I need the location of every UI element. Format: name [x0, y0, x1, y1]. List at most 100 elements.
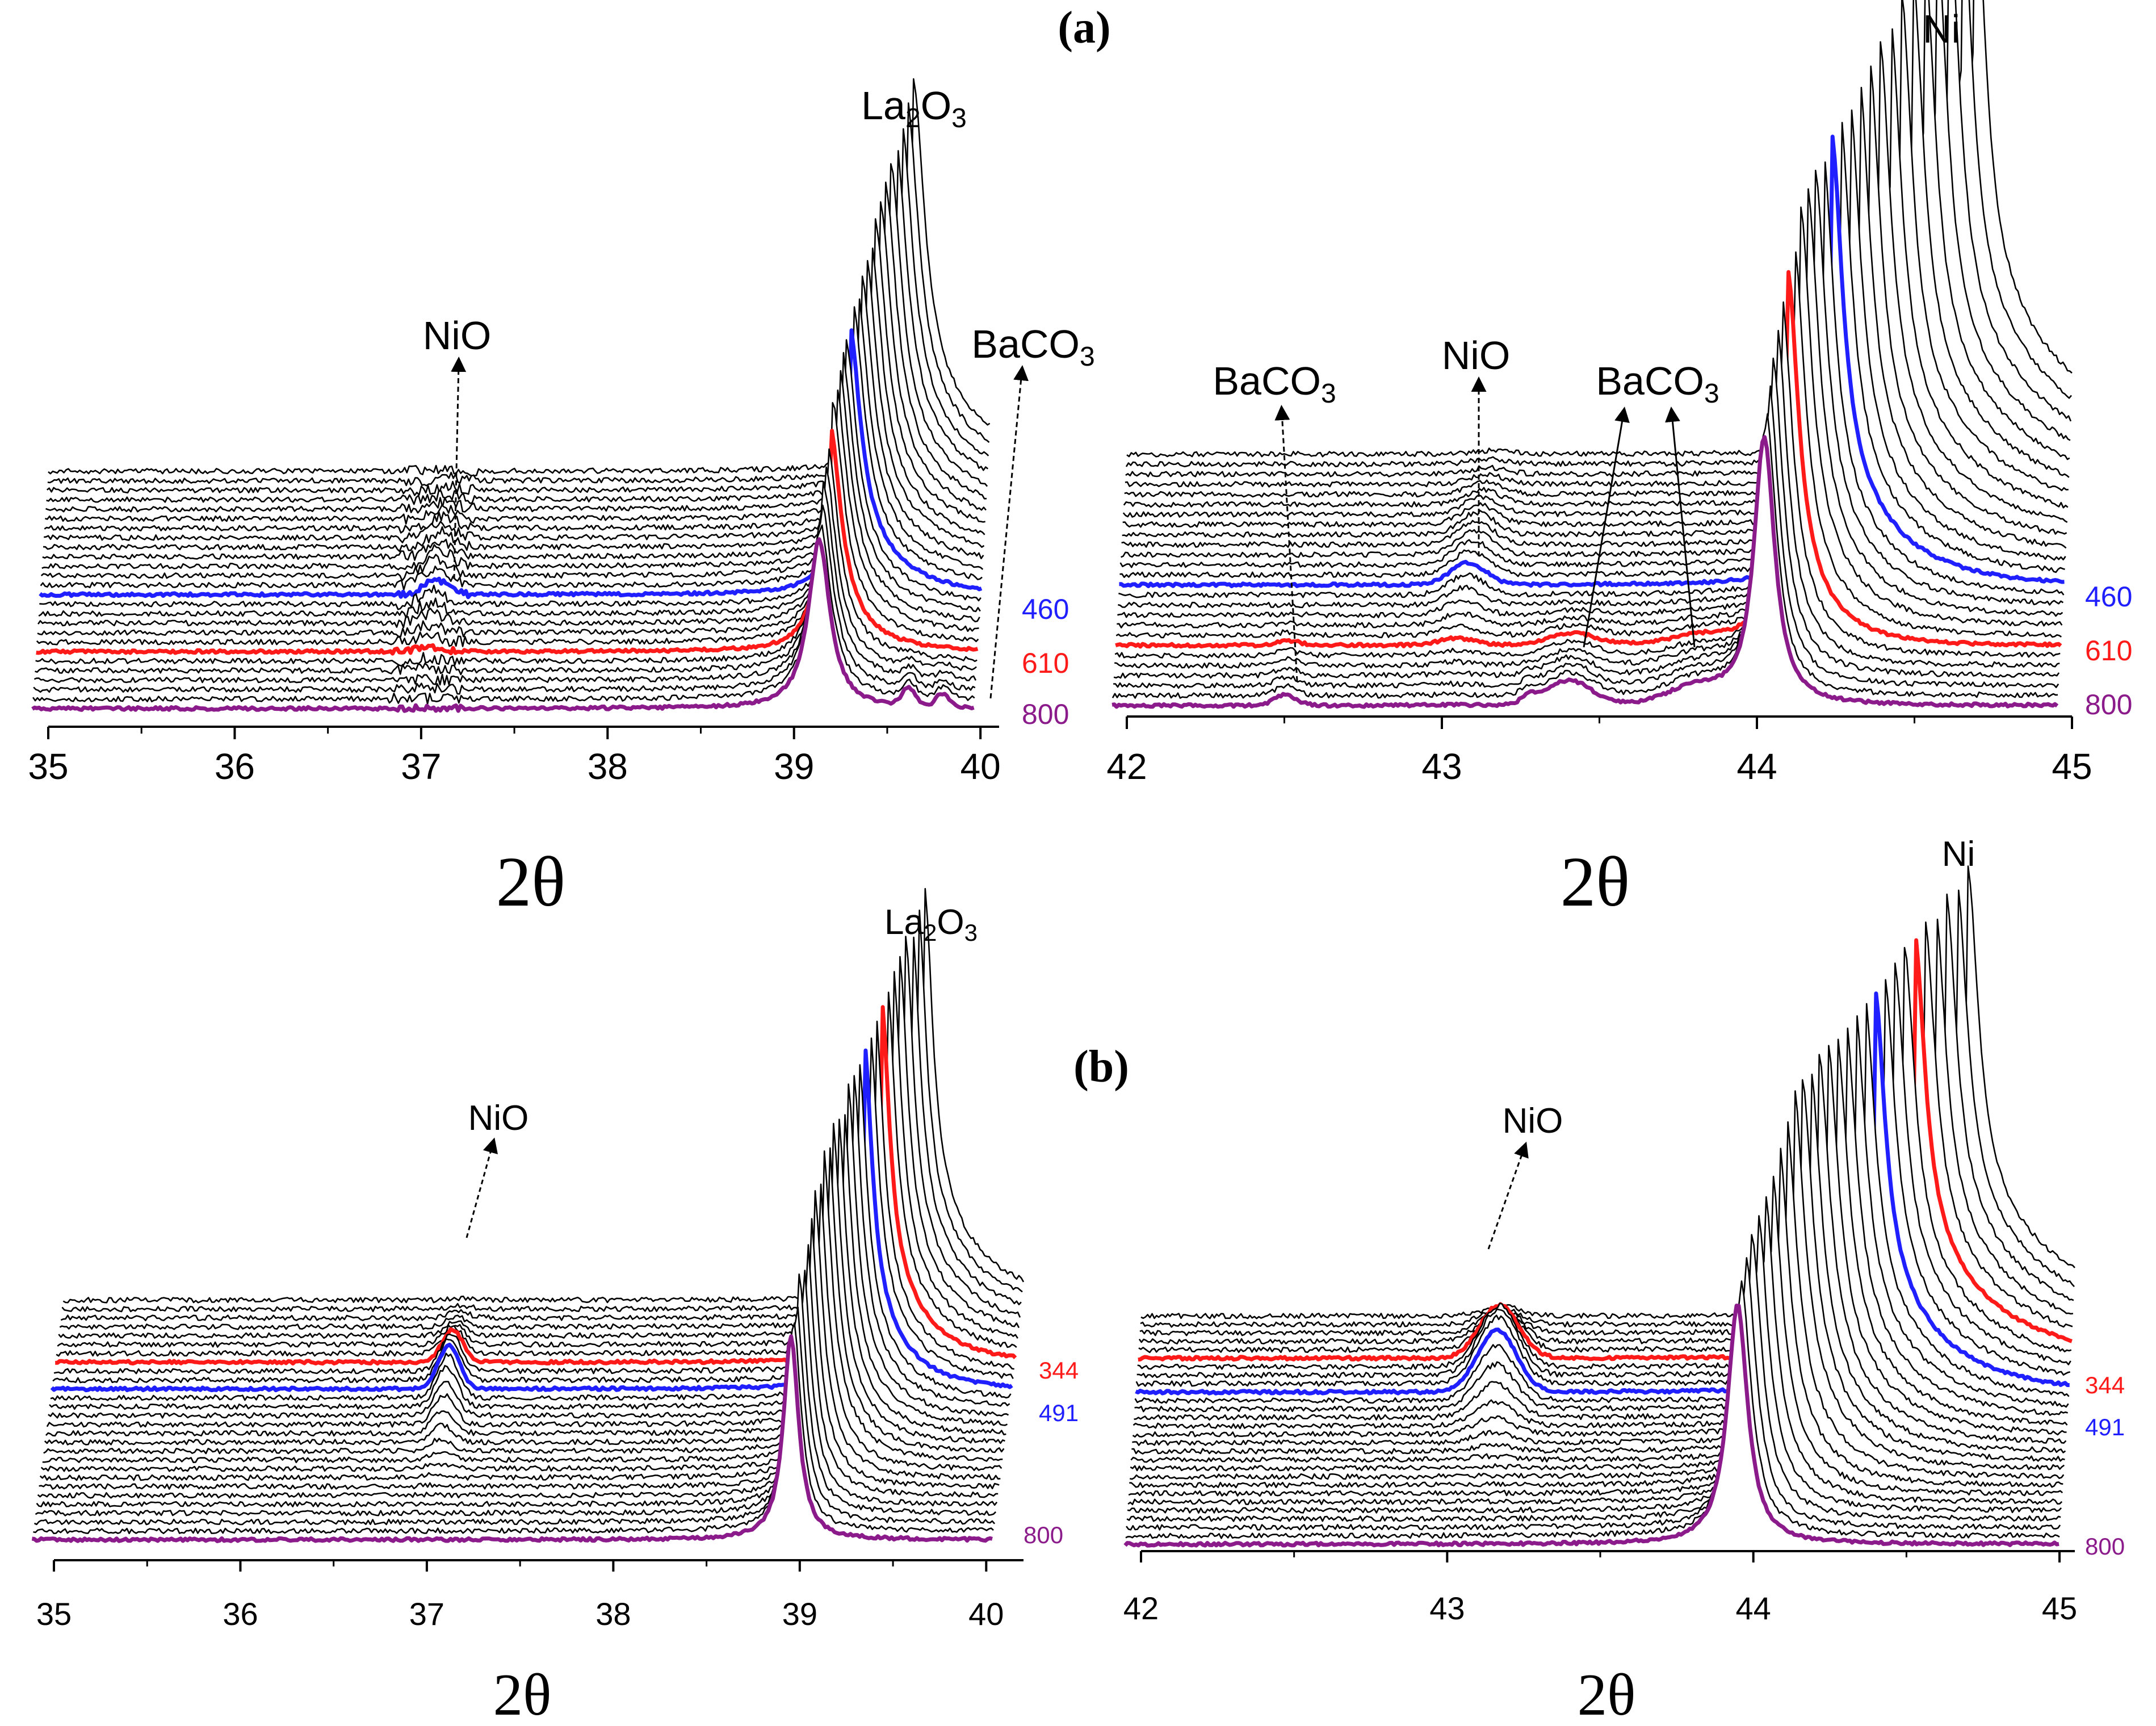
trace-fill: [36, 403, 979, 647]
xrd-trace: [33, 504, 976, 695]
arrow-nio-b-right: [1487, 1141, 1529, 1250]
xrd-trace: [1117, 206, 2063, 629]
xrd-trace: [1130, 1090, 2065, 1472]
xrd-trace: [39, 1190, 1001, 1481]
annotation-ni-a-right: Ni: [1923, 7, 1960, 51]
x-axis-label-b-left: 2θ: [493, 1661, 552, 1726]
trace-label-610-a-left: 610: [1022, 647, 1069, 679]
xrd-trace: [1132, 1054, 2067, 1446]
xrd-trace: [44, 1122, 1005, 1446]
x-tick-label: 36: [215, 746, 255, 787]
xrd-trace: [1115, 251, 2062, 639]
xrd-trace: [1121, 65, 2067, 548]
panel-label-b: (b): [1073, 1042, 1129, 1092]
xrd-trace: [35, 1273, 997, 1516]
xrd-trace: [1129, 1147, 2063, 1489]
annotation-text: BaCO: [1596, 359, 1704, 403]
trace-fill: [37, 390, 979, 637]
highlighted-trace: [1115, 270, 2062, 649]
arrow-baco3-3-a-right: [1665, 407, 1696, 648]
xrd-trace: [1126, 1234, 2061, 1522]
xrd-trace: [1119, 122, 2065, 579]
axes-a-right: 42 43 44 45: [1106, 715, 2092, 787]
annotation-subscript: 3: [964, 919, 978, 946]
annotation-subscript: 3: [1080, 342, 1095, 372]
traces-b-right: [1123, 865, 2075, 1548]
xrd-trace: [1135, 979, 2070, 1387]
xrd-trace: [1122, 28, 2069, 528]
trace-label-460-a-left: 460: [1022, 593, 1069, 625]
xrd-trace: [1121, 86, 2067, 558]
xrd-trace: [33, 1306, 996, 1526]
highlighted-trace: [31, 537, 975, 713]
x-tick-label: 39: [782, 1596, 817, 1632]
trace-fill: [1131, 1079, 2065, 1463]
x-axis-label-a-right: 2θ: [1561, 843, 1630, 921]
trace-label-344-b-right: 344: [2085, 1372, 2125, 1398]
xrd-trace: [1111, 413, 2058, 699]
axes-b-right: 42 43 44 45: [1123, 1550, 2077, 1626]
xrd-trace: [1136, 962, 2071, 1379]
x-tick-label: 44: [1736, 1590, 1771, 1626]
annotation-subscript: 3: [1704, 379, 1719, 409]
arrow-nio-b-left: [465, 1137, 498, 1238]
annotation-subscript: 2: [905, 103, 921, 133]
xrd-trace: [1113, 357, 2060, 679]
xrd-trace: [43, 1147, 1005, 1455]
annotation-nio-a-right: NiO: [1442, 333, 1511, 378]
xrd-trace: [1127, 1196, 2063, 1505]
annotation-text: La: [861, 83, 905, 128]
annotation-nio-a-left: NiO: [423, 313, 492, 358]
annotation-text: NiO: [468, 1099, 529, 1138]
annotation-baco3-1-a-right: BaCO3: [1213, 359, 1336, 409]
x-tick-label: 35: [36, 1596, 72, 1632]
xrd-trace: [1119, 109, 2066, 568]
x-tick-label: 35: [28, 746, 68, 787]
annotation-text: O: [921, 83, 951, 128]
annotation-baco3-2-a-right: BaCO3: [1596, 359, 1719, 409]
x-tick-label: 38: [588, 746, 628, 787]
trace-label-800-b-left: 800: [1024, 1522, 1063, 1548]
xrd-trace: [33, 1322, 994, 1535]
subplot-a-right: 42 43 44 45 2θ BaCO3 NiO BaCO3 Ni 460 610 8…: [1106, 0, 2132, 921]
xrd-trace: [1114, 301, 2061, 659]
annotation-text: La: [884, 903, 924, 942]
annotation-text: BaCO: [971, 322, 1080, 366]
highlighted-trace: [1138, 938, 2073, 1362]
x-tick-label: 43: [1429, 1590, 1465, 1626]
trace-label-610-a-right: 610: [2085, 635, 2132, 667]
trace-label-491-b-right: 491: [2085, 1414, 2125, 1440]
xrd-trace: [40, 1183, 1003, 1472]
annotation-text: Ni: [1923, 7, 1960, 51]
x-tick-label: 40: [968, 1596, 1004, 1632]
annotation-text: NiO: [1503, 1101, 1563, 1141]
x-tick-label: 40: [960, 746, 1001, 787]
xrd-trace: [1128, 1175, 2063, 1497]
xrd-trace: [1134, 1015, 2069, 1413]
xrd-trace: [36, 1270, 998, 1507]
trace-label-491-b-left: 491: [1039, 1400, 1079, 1426]
xrd-trace: [1122, 41, 2068, 538]
arrow-nio-a-left: [451, 357, 467, 580]
x-tick-label: 42: [1106, 746, 1147, 787]
trace-fill: [1121, 66, 2067, 547]
trace-fill: [1136, 963, 2071, 1378]
xrd-trace: [46, 1114, 1008, 1428]
xrd-trace: [1131, 1074, 2066, 1455]
x-axis-label-b-right: 2θ: [1578, 1661, 1636, 1726]
x-tick-label: 36: [223, 1596, 258, 1632]
xrd-trace: [1134, 1027, 2069, 1421]
xrd-trace: [42, 1150, 1003, 1463]
highlighted-trace: [1135, 991, 2070, 1396]
xrd-trace: [1125, 1280, 2060, 1539]
subplot-b-left: 35 36 37 38 39 40 2θ NiO La2O3 344 491 800: [31, 888, 1079, 1726]
annotation-text: BaCO: [1213, 359, 1321, 403]
highlighted-trace: [31, 1334, 993, 1543]
xrd-trace: [1130, 1079, 2065, 1463]
trace-fill: [1122, 29, 2068, 527]
annotation-nio-b-left: NiO: [468, 1099, 529, 1138]
xrd-trace: [48, 1083, 1009, 1419]
xrd-trace: [1114, 329, 2060, 669]
xrd-trace: [37, 1244, 999, 1499]
